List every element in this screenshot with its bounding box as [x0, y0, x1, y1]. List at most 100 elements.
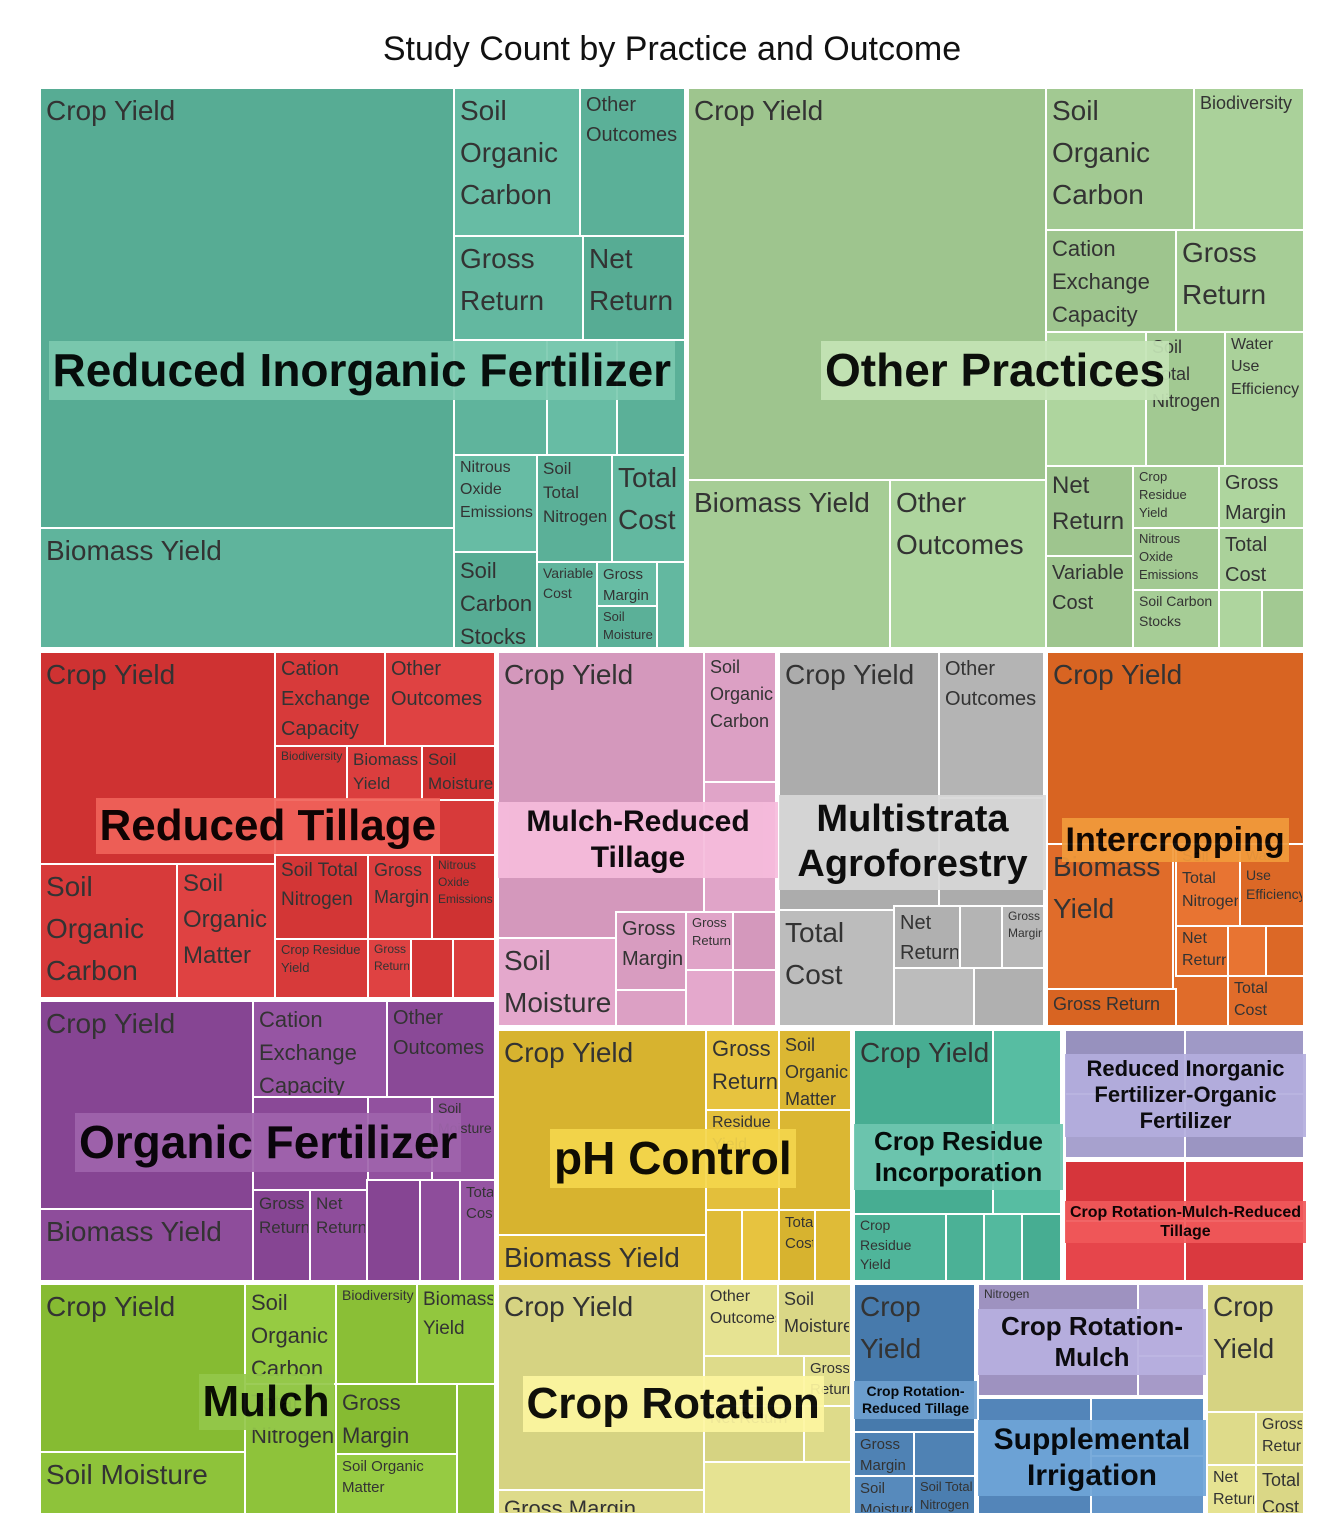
treemap-leaf[interactable]: [913, 1475, 976, 1515]
treemap-leaf[interactable]: [1218, 465, 1305, 529]
treemap-leaf[interactable]: [945, 1213, 985, 1282]
treemap-leaf[interactable]: [705, 1029, 780, 1111]
treemap-leaf[interactable]: [983, 1213, 1023, 1282]
treemap-leaf[interactable]: [244, 1383, 337, 1515]
treemap-leaf[interactable]: [39, 1283, 246, 1453]
treemap-leaf[interactable]: [687, 479, 891, 649]
treemap-leaf[interactable]: [853, 1283, 976, 1433]
treemap-leaf[interactable]: [1261, 589, 1305, 649]
treemap-leaf[interactable]: [1132, 465, 1220, 529]
treemap-leaf[interactable]: [685, 969, 734, 1027]
treemap-leaf[interactable]: [611, 454, 686, 563]
treemap-leaf[interactable]: [777, 1283, 852, 1357]
treemap-leaf[interactable]: [579, 87, 686, 237]
treemap-leaf[interactable]: [938, 651, 1045, 799]
treemap-leaf[interactable]: [452, 938, 496, 999]
treemap-leaf[interactable]: [1090, 1397, 1205, 1457]
treemap-leaf[interactable]: [335, 1283, 418, 1385]
treemap-leaf[interactable]: [705, 1209, 743, 1282]
treemap-leaf[interactable]: [386, 1000, 496, 1098]
treemap-leaf[interactable]: [1184, 1160, 1305, 1222]
treemap-leaf[interactable]: [431, 1096, 496, 1181]
treemap-leaf[interactable]: [938, 797, 1045, 907]
treemap-leaf[interactable]: [497, 1234, 707, 1282]
treemap-leaf[interactable]: [367, 938, 412, 999]
treemap-leaf[interactable]: [703, 1283, 779, 1357]
treemap-leaf[interactable]: [853, 1029, 994, 1215]
treemap-leaf[interactable]: [853, 1475, 915, 1515]
treemap-leaf[interactable]: [453, 339, 548, 456]
treemap-leaf[interactable]: [367, 1096, 433, 1181]
treemap-leaf[interactable]: [456, 1383, 496, 1515]
treemap-leaf[interactable]: [1175, 843, 1241, 927]
treemap-leaf[interactable]: [1137, 1355, 1205, 1397]
treemap-leaf[interactable]: [1132, 589, 1220, 649]
treemap-leaf[interactable]: [1227, 975, 1305, 1027]
treemap-leaf[interactable]: [893, 967, 975, 1027]
treemap-leaf[interactable]: [596, 605, 658, 649]
treemap-leaf[interactable]: [459, 1179, 496, 1282]
treemap-leaf[interactable]: [977, 1397, 1092, 1515]
treemap-leaf[interactable]: [1224, 331, 1305, 467]
treemap-leaf[interactable]: [1145, 331, 1226, 467]
treemap-leaf[interactable]: [778, 1029, 852, 1111]
treemap-leaf[interactable]: [893, 905, 961, 969]
treemap-leaf[interactable]: [1064, 1160, 1186, 1222]
treemap-leaf[interactable]: [1218, 527, 1305, 591]
treemap-leaf[interactable]: [453, 87, 581, 237]
treemap-leaf[interactable]: [410, 938, 454, 999]
treemap-leaf[interactable]: [1132, 527, 1220, 591]
treemap-leaf[interactable]: [536, 454, 613, 563]
treemap-leaf[interactable]: [176, 863, 276, 999]
treemap-leaf[interactable]: [497, 1283, 705, 1491]
treemap-leaf[interactable]: [703, 1461, 852, 1515]
treemap-leaf[interactable]: [1046, 988, 1177, 1027]
treemap-leaf[interactable]: [39, 87, 455, 529]
treemap-leaf[interactable]: [39, 651, 276, 865]
treemap-leaf[interactable]: [1255, 1411, 1305, 1466]
treemap-leaf[interactable]: [1045, 331, 1147, 467]
treemap-leaf[interactable]: [252, 1000, 388, 1098]
treemap-leaf[interactable]: [416, 1283, 496, 1385]
treemap-leaf[interactable]: [453, 551, 538, 649]
treemap-leaf[interactable]: [703, 1355, 805, 1407]
treemap-leaf[interactable]: [1206, 1283, 1305, 1413]
treemap-leaf[interactable]: [39, 1208, 254, 1282]
treemap-leaf[interactable]: [367, 854, 433, 940]
treemap-leaf[interactable]: [615, 989, 687, 1027]
treemap-leaf[interactable]: [274, 854, 369, 940]
treemap-leaf[interactable]: [705, 1109, 780, 1211]
treemap-leaf[interactable]: [685, 911, 734, 971]
treemap-leaf[interactable]: [1046, 843, 1174, 990]
treemap-leaf[interactable]: [39, 1000, 254, 1210]
treemap-leaf[interactable]: [1227, 925, 1267, 977]
treemap-leaf[interactable]: [274, 938, 369, 999]
treemap-leaf[interactable]: [1265, 925, 1305, 977]
treemap-leaf[interactable]: [1045, 229, 1177, 333]
treemap-leaf[interactable]: [39, 527, 455, 649]
treemap-leaf[interactable]: [1090, 1455, 1205, 1515]
treemap-leaf[interactable]: [732, 911, 777, 971]
treemap-leaf[interactable]: [732, 969, 777, 1027]
treemap-leaf[interactable]: [335, 1383, 458, 1455]
treemap-leaf[interactable]: [244, 1283, 337, 1385]
treemap-leaf[interactable]: [803, 1355, 852, 1407]
treemap-leaf[interactable]: [1021, 1213, 1062, 1282]
treemap-leaf[interactable]: [453, 235, 584, 341]
treemap-leaf[interactable]: [309, 1189, 368, 1282]
treemap-leaf[interactable]: [384, 651, 496, 747]
treemap-leaf[interactable]: [582, 235, 686, 341]
treemap-leaf[interactable]: [1218, 589, 1263, 649]
treemap-leaf[interactable]: [973, 967, 1045, 1027]
treemap-leaf[interactable]: [853, 1213, 947, 1282]
treemap-leaf[interactable]: [1239, 843, 1305, 927]
treemap-leaf[interactable]: [274, 651, 386, 747]
treemap-leaf[interactable]: [419, 1179, 461, 1282]
treemap-leaf[interactable]: [366, 1179, 421, 1282]
treemap-leaf[interactable]: [1175, 229, 1305, 333]
treemap-leaf[interactable]: [1184, 1220, 1305, 1282]
treemap-leaf[interactable]: [656, 561, 686, 649]
treemap-leaf[interactable]: [853, 1431, 915, 1477]
treemap-leaf[interactable]: [421, 745, 496, 801]
treemap-leaf[interactable]: [1064, 1029, 1186, 1095]
